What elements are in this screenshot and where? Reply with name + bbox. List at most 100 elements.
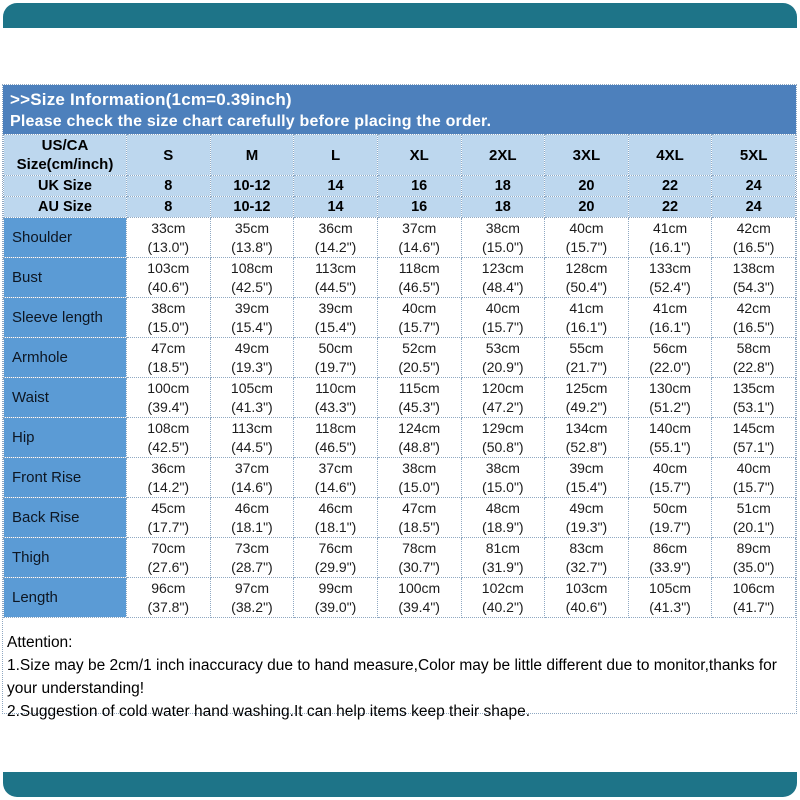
measurement-inch: (51.2") [649,398,691,415]
measurement-cm: 125cm [565,380,608,396]
measurement-inch: (13.0") [147,238,190,255]
measurement-inch: (45.3") [398,398,440,415]
measurement-label: Sleeve length [3,297,127,338]
bottom-teal-band [3,772,797,797]
measurement-cell: 36cm (14.2") [293,217,378,258]
measurement-cm: 58cm [736,340,771,356]
measurement-cell: 51cm (20.1") [711,497,796,538]
measurement-inch: (14.2") [147,478,190,495]
measurement-cell: 89cm (35.0") [711,537,796,578]
measurement-inch: (15.7") [565,238,608,255]
measurement-cm: 37cm [318,460,353,476]
au-size-value: 22 [627,196,713,218]
measurement-label: Bust [3,257,127,298]
measurement-inch: (21.7") [565,358,608,375]
measurement-inch: (18.9") [482,518,524,535]
measurement-row: Bust 103cm (40.6") 108cm (42.5") 113cm (44.5")… [3,257,796,298]
measurement-inch: (15.0") [398,478,440,495]
uk-size-value: 18 [460,175,546,197]
uk-size-value: 8 [126,175,211,197]
measurement-cm: 124cm [398,420,441,436]
measurement-cell: 39cm (15.4") [544,457,629,498]
measurement-inch: (55.1") [649,438,691,455]
measurement-cm: 41cm [569,300,604,316]
measurement-cm: 134cm [565,420,608,436]
measurement-inch: (50.4") [565,278,608,295]
size-column-header: S [126,134,211,176]
measurement-cell: 103cm (40.6") [544,577,629,618]
measurement-cell: 37cm (14.6") [376,217,462,258]
measurement-cm: 81cm [485,540,520,556]
measurement-inch: (17.7") [147,518,190,535]
attention-line1: 1.Size may be 2cm/1 inch inaccuracy due … [7,657,777,697]
measurement-cell: 37cm (14.6") [209,457,295,498]
attention-note: Attention: 1.Size may be 2cm/1 inch inac… [7,631,792,723]
measurement-inch: (15.0") [482,478,524,495]
size-column-header: 3XL [544,134,629,176]
size-column-header: 5XL [711,134,796,176]
au-size-value: 14 [293,196,378,218]
measurement-cell: 124cm (48.8") [376,417,462,458]
measurement-inch: (19.3") [565,518,608,535]
measurement-inch: (14.2") [314,238,357,255]
measurement-inch: (16.1") [565,318,608,335]
measurement-cm: 140cm [649,420,692,436]
measurement-cm: 46cm [234,500,270,516]
measurement-inch: (33.9") [649,558,691,575]
measurement-cell: 128cm (50.4") [544,257,629,298]
measurement-cm: 39cm [318,300,353,316]
measurement-cm: 100cm [398,580,441,596]
measurement-inch: (37.8") [147,598,190,615]
measurement-cm: 47cm [402,500,437,516]
measurement-cm: 130cm [649,380,692,396]
measurement-inch: (15.7") [398,318,440,335]
measurement-row: Thigh 70cm (27.6") 73cm (28.7") 76cm (29.9") 78… [3,537,796,578]
measurement-inch: (39.0") [314,598,357,615]
measurement-cm: 103cm [147,260,190,276]
measurement-cell: 40cm (15.7") [460,297,546,338]
measurement-cell: 41cm (16.1") [544,297,629,338]
measurement-inch: (16.1") [649,318,691,335]
au-size-label: AU Size [3,196,127,218]
measurement-cell: 47cm (18.5") [126,337,211,378]
measurement-row: Back Rise 45cm (17.7") 46cm (18.1") 46cm (18.1… [3,497,796,538]
measurement-cell: 33cm (13.0") [126,217,211,258]
measurement-cell: 133cm (52.4") [627,257,713,298]
measurement-inch: (19.7") [649,518,691,535]
measurement-row: Length 96cm (37.8") 97cm (38.2") 99cm (39.0") 1… [3,577,796,618]
measurement-inch: (14.6") [398,238,440,255]
size-column-header: L [293,134,378,176]
measurement-inch: (48.4") [482,278,524,295]
measurement-cell: 42cm (16.5") [711,217,796,258]
measurement-cm: 118cm [398,260,440,276]
size-header-row: US/CA Size(cm/inch) S M L XL 2XL 3XL 4XL 5XL [3,134,796,176]
measurement-cell: 40cm (15.7") [711,457,796,498]
au-size-value: 16 [376,196,462,218]
corner-line1: US/CA [41,137,89,154]
measurement-inch: (18.5") [398,518,440,535]
measurement-inch: (46.5") [398,278,440,295]
measurement-inch: (52.8") [565,438,608,455]
measurement-cell: 39cm (15.4") [209,297,295,338]
measurement-cm: 50cm [652,500,688,516]
measurement-inch: (42.5") [231,278,273,295]
measurement-inch: (41.3") [231,398,273,415]
uk-size-row: UK Size 8 10-12 14 16 18 20 22 24 [3,175,796,197]
measurement-cm: 76cm [318,540,353,556]
measurement-cell: 130cm (51.2") [627,377,713,418]
measurement-inch: (48.8") [398,438,440,455]
measurement-cm: 106cm [732,580,775,596]
measurement-cm: 42cm [736,220,771,236]
size-table: US/CA Size(cm/inch) S M L XL 2XL 3XL 4XL 5XL UK… [3,134,796,618]
au-size-value: 10-12 [209,196,295,218]
measurement-inch: (20.9") [482,358,524,375]
measurement-cell: 103cm (40.6") [126,257,211,298]
measurement-cell: 113cm (44.5") [293,257,378,298]
measurement-cell: 38cm (15.0") [460,217,546,258]
measurement-cm: 47cm [151,340,186,356]
measurement-cell: 108cm (42.5") [209,257,295,298]
measurement-inch: (22.8") [732,358,775,375]
measurement-cm: 115cm [398,380,440,396]
measurement-cm: 53cm [485,340,520,356]
measurement-inch: (15.4") [565,478,608,495]
